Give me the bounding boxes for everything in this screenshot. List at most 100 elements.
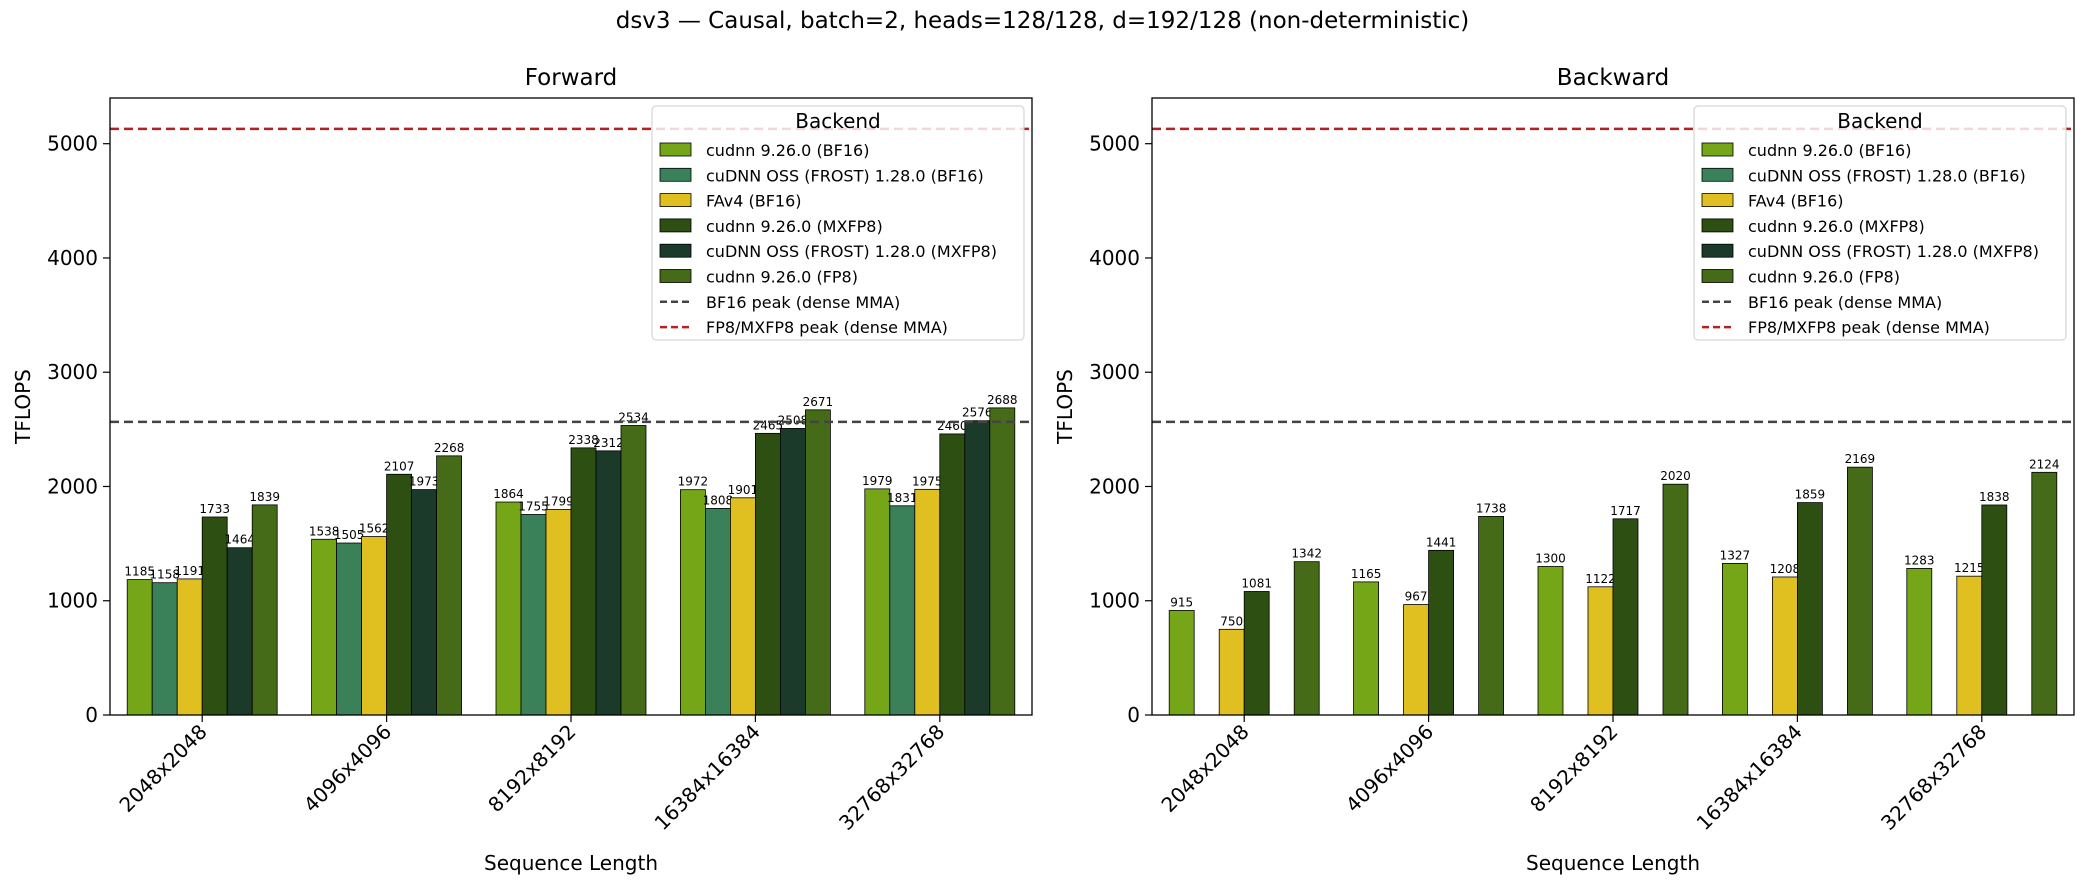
data-label: 2534 <box>618 410 649 424</box>
bar-cudnn-9-26-0-fp8-32768x32768 <box>989 407 1016 716</box>
legend-swatch <box>1701 167 1734 182</box>
legend-title: Backend <box>795 109 881 133</box>
bar-fav4-bf16-4096x4096 <box>361 536 388 716</box>
legend-entry: cudnn 9.26.0 (FP8) <box>706 268 858 287</box>
legend-entry: FAv4 (BF16) <box>1748 192 1844 211</box>
chart-title: Forward <box>525 65 618 91</box>
bar-cudnn-9-26-0-fp8-8192x8192 <box>620 425 647 716</box>
y-tick-label: 5000 <box>47 132 98 156</box>
legend-entry: FAv4 (BF16) <box>706 192 802 211</box>
legend-entry: cudnn 9.26.0 (MXFP8) <box>1748 217 1925 236</box>
data-label: 2688 <box>987 393 1018 407</box>
data-label: 750 <box>1220 614 1243 628</box>
data-label: 1738 <box>1476 501 1507 515</box>
bar-cudnn-9-26-0-fp8-4096x4096 <box>436 455 463 716</box>
y-tick-label: 0 <box>85 703 98 727</box>
bar-cudnn-9-26-0-bf16-4096x4096 <box>1353 581 1380 716</box>
data-label: 2671 <box>803 395 834 409</box>
legend: Backend cudnn 9.26.0 (BF16) cuDNN OSS (FRO… <box>1693 105 2067 341</box>
data-label: 1973 <box>409 475 440 489</box>
data-label: 1972 <box>678 475 709 489</box>
legend-swatch <box>1701 243 1734 258</box>
legend-entry: BF16 peak (dense MMA) <box>706 293 900 312</box>
bar-cudnn-9-26-0-bf16-2048x2048 <box>126 579 153 716</box>
data-label: 1158 <box>149 568 180 582</box>
y-tick-label: 4000 <box>47 246 98 270</box>
bar-cudnn-9-26-0-fp8-2048x2048 <box>1293 561 1320 716</box>
data-label: 1505 <box>334 528 365 542</box>
data-label: 2124 <box>2029 457 2060 471</box>
legend-swatch <box>659 243 692 258</box>
bar-cudnn-oss-frost-1-28-0-mxfp8-8192x8192 <box>595 450 622 716</box>
data-label: 915 <box>1170 595 1193 609</box>
bar-cudnn-9-26-0-bf16-4096x4096 <box>311 538 338 716</box>
y-tick-label: 2000 <box>1089 474 1140 498</box>
legend-entry: cuDNN OSS (FROST) 1.28.0 (MXFP8) <box>706 242 997 261</box>
bar-fav4-bf16-32768x32768 <box>914 488 941 716</box>
data-label: 1081 <box>1241 576 1272 590</box>
data-label: 1838 <box>1979 490 2010 504</box>
data-label: 1733 <box>199 502 230 516</box>
data-label: 1538 <box>309 524 340 538</box>
bar-cudnn-9-26-0-mxfp8-2048x2048 <box>1243 591 1270 716</box>
data-label: 1122 <box>1585 572 1616 586</box>
data-label: 1799 <box>543 494 574 508</box>
data-label: 2576 <box>962 406 993 420</box>
legend-entry: cuDNN OSS (FROST) 1.28.0 (MXFP8) <box>1748 242 2039 261</box>
bar-cudnn-9-26-0-mxfp8-32768x32768 <box>1981 504 2008 716</box>
legend-box <box>1693 105 2067 341</box>
legend-entry: BF16 peak (dense MMA) <box>1748 293 1942 312</box>
bar-cudnn-9-26-0-bf16-16384x16384 <box>1722 562 1748 716</box>
bar-cudnn-oss-frost-1-28-0-mxfp8-16384x16384 <box>780 428 806 716</box>
y-tick-label: 3000 <box>47 360 98 384</box>
bar-cudnn-oss-frost-1-28-0-mxfp8-4096x4096 <box>411 489 438 716</box>
legend-entry: cuDNN OSS (FROST) 1.28.0 (BF16) <box>1748 166 2026 185</box>
data-label: 1755 <box>518 499 549 513</box>
data-label: 967 <box>1405 590 1428 604</box>
y-tick-label: 3000 <box>1089 360 1140 384</box>
bar-cudnn-9-26-0-fp8-2048x2048 <box>251 504 278 716</box>
bar-fav4-bf16-2048x2048 <box>1218 628 1245 716</box>
x-tick-label: 4096x4096 <box>1341 720 1438 817</box>
data-label: 1185 <box>124 565 155 579</box>
data-label: 1191 <box>174 564 205 578</box>
legend-entry: FP8/MXFP8 peak (dense MMA) <box>1748 318 1990 337</box>
bar-cudnn-oss-frost-1-28-0-bf16-4096x4096 <box>336 542 363 716</box>
data-label: 2508 <box>778 413 809 427</box>
data-label: 1859 <box>1795 488 1826 502</box>
bar-cudnn-9-26-0-fp8-8192x8192 <box>1662 483 1689 716</box>
y-tick-label: 1000 <box>47 589 98 613</box>
x-axis-label: Sequence Length <box>484 851 658 875</box>
bar-cudnn-oss-frost-1-28-0-bf16-32768x32768 <box>889 505 916 716</box>
data-label: 1300 <box>1535 551 1566 565</box>
bar-cudnn-9-26-0-bf16-16384x16384 <box>680 489 706 716</box>
bar-cudnn-oss-frost-1-28-0-mxfp8-2048x2048 <box>226 547 253 716</box>
data-label: 1864 <box>493 487 524 501</box>
data-label: 1215 <box>1954 561 1985 575</box>
bar-cudnn-oss-frost-1-28-0-bf16-8192x8192 <box>520 514 547 716</box>
data-label: 1979 <box>862 474 893 488</box>
legend-box <box>651 105 1025 341</box>
data-label: 2169 <box>1845 452 1876 466</box>
legend-swatch <box>1701 193 1734 208</box>
bar-cudnn-9-26-0-bf16-8192x8192 <box>1537 566 1564 716</box>
y-axis-label: TFLOPS <box>1053 369 1077 445</box>
x-axis-label: Sequence Length <box>1526 851 1700 875</box>
y-tick-label: 4000 <box>1089 246 1140 270</box>
bar-cudnn-9-26-0-fp8-16384x16384 <box>1847 466 1873 716</box>
figure-title: dsv3 — Causal, batch=2, heads=128/128, d… <box>615 8 1470 34</box>
bar-cudnn-9-26-0-mxfp8-16384x16384 <box>755 432 781 716</box>
legend-swatch <box>659 218 692 233</box>
bar-fav4-bf16-8192x8192 <box>1587 586 1614 716</box>
bar-fav4-bf16-2048x2048 <box>176 578 203 716</box>
legend-entry: cuDNN OSS (FROST) 1.28.0 (BF16) <box>706 166 984 185</box>
x-tick-label: 16384x16384 <box>650 720 765 835</box>
bar-fav4-bf16-4096x4096 <box>1403 604 1430 716</box>
y-axis-label: TFLOPS <box>11 369 35 445</box>
forward-chart: Forward118511581191173314641839153815051… <box>11 65 1033 875</box>
data-label: 1165 <box>1351 567 1382 581</box>
x-tick-label: 16384x16384 <box>1692 720 1807 835</box>
data-label: 1562 <box>359 522 390 536</box>
bar-cudnn-9-26-0-bf16-8192x8192 <box>495 501 522 716</box>
